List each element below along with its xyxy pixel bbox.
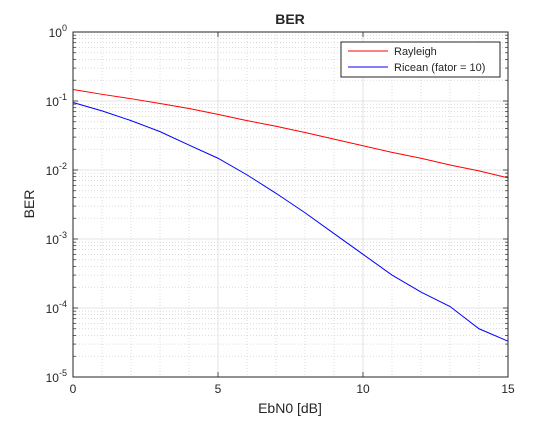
legend: Rayleigh Ricean (fator = 10) [341,42,500,77]
legend-label-rayleigh: Rayleigh [394,46,437,58]
x-axis-label: EbN0 [dB] [258,400,322,416]
y-axis-label: BER [21,190,37,219]
y-tick-label: 10-5 [46,368,67,385]
y-tick-label: 100 [49,23,67,40]
y-tick-labels: 10-5 10-4 10-3 10-2 10-1 100 [46,23,67,385]
y-tick-label: 10-1 [46,92,67,109]
x-tick-labels: 0 5 10 15 [70,382,515,396]
y-tick-label: 10-3 [46,230,67,247]
x-tick-label: 5 [215,382,222,396]
x-tick-label: 0 [70,382,77,396]
x-tick-label: 15 [501,382,515,396]
y-tick-label: 10-2 [46,161,67,178]
legend-label-ricean: Ricean (fator = 10) [394,62,485,74]
chart-title: BER [275,11,305,27]
plot-area [73,32,508,377]
y-tick-label: 10-4 [46,299,67,316]
x-tick-label: 10 [356,382,370,396]
